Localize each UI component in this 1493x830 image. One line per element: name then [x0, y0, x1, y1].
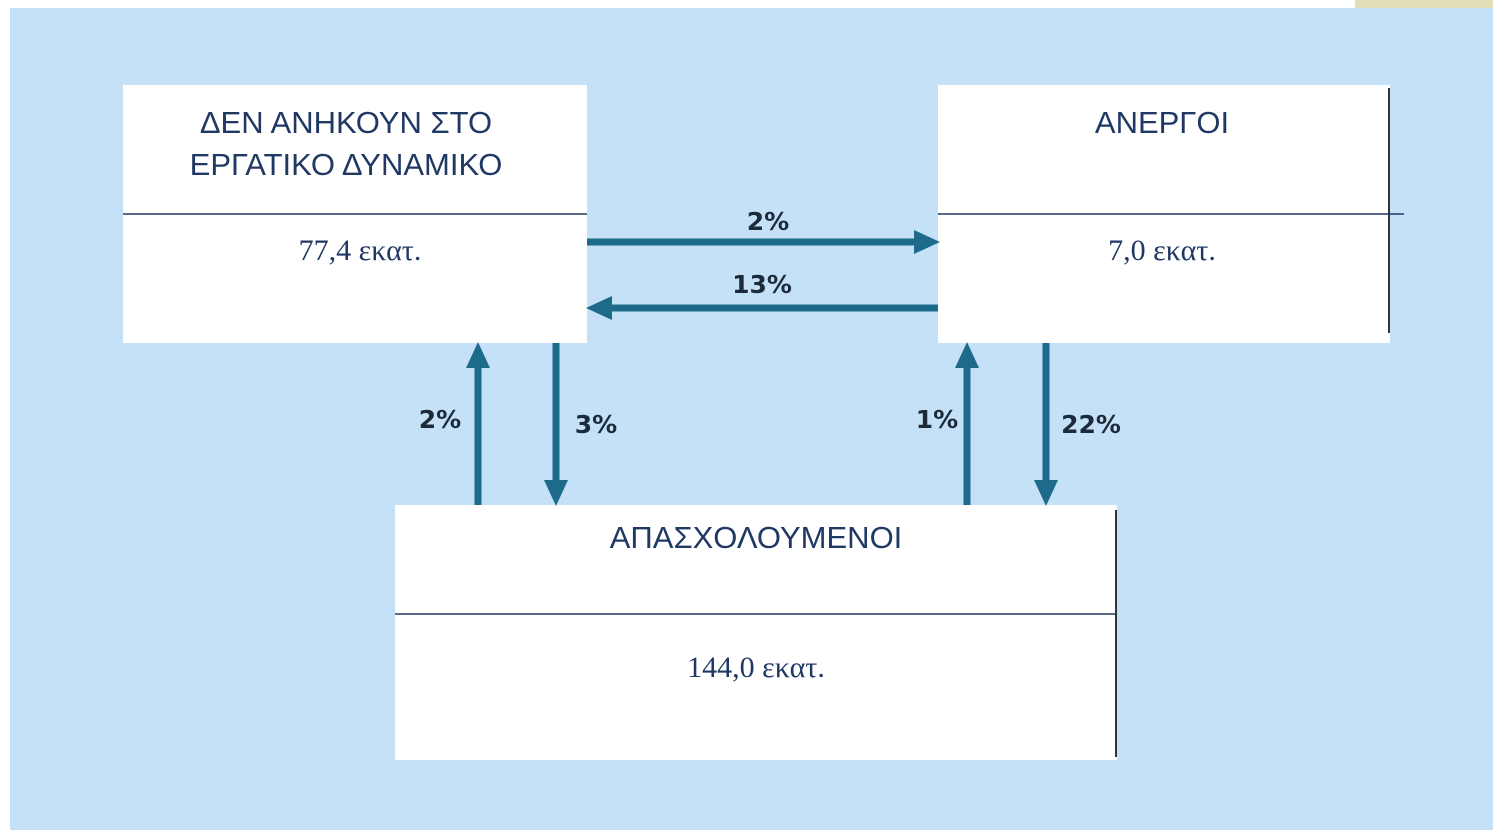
flow-label: 2%: [747, 207, 789, 236]
node-box: [395, 505, 1117, 760]
node-title: ΑΝΕΡΓΟΙ: [1095, 105, 1229, 140]
arrow: [466, 342, 490, 505]
node-title: ΑΠΑΣΧΟΛΟΥΜΕΝΟΙ: [610, 520, 903, 555]
flow-label: 22%: [1061, 410, 1121, 439]
arrow: [544, 343, 568, 506]
arrow: [587, 230, 940, 254]
node-value: 77,4 εκατ.: [299, 234, 422, 267]
corner-tab: [1355, 0, 1493, 8]
flow-label: 3%: [575, 410, 617, 439]
node-title: ΔΕΝ ΑΝΗΚΟΥΝ ΣΤΟ: [200, 105, 492, 140]
arrow: [1034, 343, 1058, 506]
flow-label: 1%: [916, 405, 958, 434]
flow-label: 13%: [732, 270, 792, 299]
arrow: [955, 342, 979, 505]
node-value: 7,0 εκατ.: [1108, 234, 1216, 267]
node-title: ΕΡΓΑΤΙΚΟ ΔΥΝΑΜΙΚΟ: [190, 147, 503, 182]
flow-label: 2%: [419, 405, 461, 434]
node-value: 144,0 εκατ.: [687, 651, 825, 684]
arrow: [586, 296, 938, 320]
